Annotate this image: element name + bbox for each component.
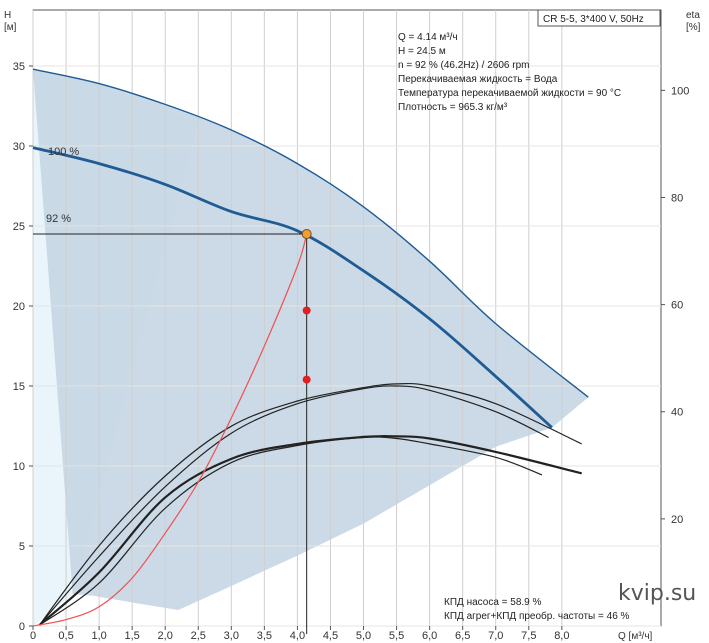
y-left-tick-label-1: 5 — [19, 541, 25, 553]
y-left-tick-label-4: 20 — [13, 301, 25, 313]
watermark: kvip.su — [618, 581, 696, 606]
head-curve-100 — [32, 68, 589, 398]
y-left-label-line1: H — [4, 10, 11, 21]
x-tick-label-13: 6,5 — [455, 630, 470, 642]
operating-point — [301, 229, 312, 239]
x-tick-label-0: 0 — [30, 630, 36, 642]
x-tick-label-6: 3,0 — [224, 630, 239, 642]
y-left-tick-label-2: 10 — [13, 461, 25, 473]
y-right-tick-label-2: 60 — [671, 300, 683, 312]
x-tick-label-4: 2,0 — [158, 630, 173, 642]
y-left-label-line2: [м] — [4, 22, 17, 33]
y-left-tick-label-6: 30 — [13, 141, 25, 153]
system-efficiency-text: КПД агрег+КПД преобр. частоты = 46 % — [444, 610, 630, 622]
info-head: H = 24.5 м — [398, 46, 446, 57]
y-right-label-line1: eta — [686, 10, 700, 21]
x-tick-label-2: 1,0 — [91, 630, 106, 642]
efficiency-curve-0 — [39, 382, 582, 626]
y-left-tick-label-5: 25 — [13, 221, 25, 233]
operating-envelope — [33, 69, 589, 610]
info-flow: Q = 4.14 м³/ч — [398, 32, 458, 43]
info-speed: n = 92 % (46.2Hz) / 2606 rpm — [398, 60, 529, 71]
x-tick-label-1: 0,5 — [58, 630, 73, 642]
efficiency-curve-1 — [39, 385, 549, 626]
x-tick-label-8: 4,0 — [290, 630, 305, 642]
x-tick-label-15: 7,5 — [521, 630, 536, 642]
chart-title: CR 5-5, 3*400 V, 50Hz — [543, 14, 644, 25]
y-left-tick-label-7: 35 — [13, 61, 25, 73]
info-density: Плотность = 965.3 кг/м³ — [398, 102, 508, 113]
info-liquid: Перекачиваемая жидкость = Вода — [398, 74, 558, 85]
y-left-tick-label-0: 0 — [19, 621, 25, 633]
x-tick-label-12: 6,0 — [422, 630, 437, 642]
pump-efficiency-text: КПД насоса = 58.9 % — [444, 597, 542, 608]
efficiency-point-0 — [302, 306, 311, 315]
x-tick-label-3: 1,5 — [125, 630, 140, 642]
head-curve-92 — [32, 146, 553, 429]
x-tick-label-5: 2,5 — [191, 630, 206, 642]
x-tick-label-7: 3,5 — [257, 630, 272, 642]
curve-label-100: 100 % — [48, 146, 79, 158]
system-curve — [32, 233, 308, 627]
x-tick-label-9: 4,5 — [323, 630, 338, 642]
y-right-label-line2: [%] — [686, 22, 701, 33]
y-left-tick-label-3: 15 — [13, 381, 25, 393]
x-tick-label-14: 7,0 — [488, 630, 503, 642]
x-axis-label: Q [м³/ч] — [618, 631, 653, 642]
efficiency-curve-2 — [38, 434, 582, 626]
y-right-tick-label-0: 20 — [671, 514, 683, 526]
y-right-tick-label-4: 100 — [671, 85, 689, 97]
curve-label-92: 92 % — [46, 213, 71, 225]
efficiency-curve-3 — [39, 436, 543, 626]
x-tick-label-11: 5,5 — [389, 630, 404, 642]
efficiency-point-1 — [302, 375, 311, 384]
y-right-tick-label-3: 80 — [671, 192, 683, 204]
x-tick-label-10: 5,0 — [356, 630, 371, 642]
info-temperature: Температура перекачиваемой жидкости = 90… — [398, 88, 621, 99]
y-right-tick-label-1: 40 — [671, 407, 683, 419]
x-tick-label-16: 8,0 — [554, 630, 569, 642]
title-box — [537, 9, 661, 27]
